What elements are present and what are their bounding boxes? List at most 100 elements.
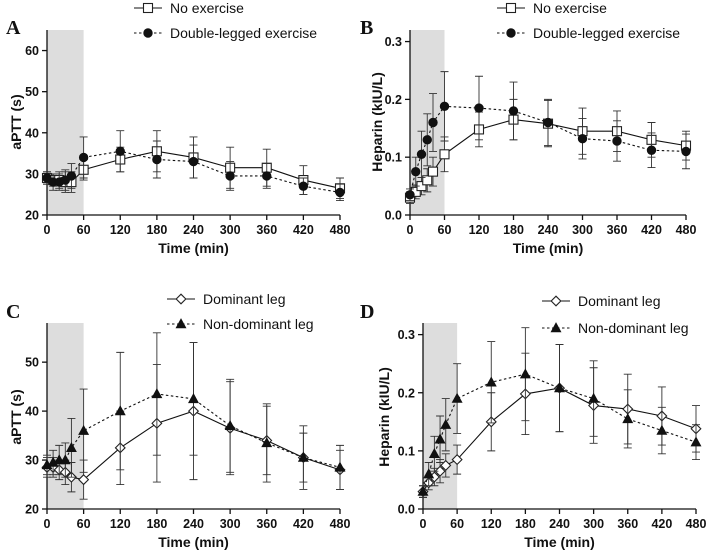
x-tick-label: 420 bbox=[293, 223, 314, 237]
data-point bbox=[451, 454, 463, 466]
data-point bbox=[151, 388, 163, 399]
data-point bbox=[440, 418, 452, 429]
legend-label: Non-dominant leg bbox=[203, 316, 314, 332]
series-non-dominant-leg bbox=[41, 332, 346, 490]
x-tick-label: 480 bbox=[330, 517, 351, 531]
data-point bbox=[335, 187, 345, 198]
x-tick-label: 180 bbox=[503, 223, 524, 237]
x-tick-label: 120 bbox=[110, 223, 131, 237]
panel-letter: B bbox=[360, 17, 373, 39]
data-point bbox=[440, 459, 452, 471]
x-tick-label: 420 bbox=[651, 517, 672, 531]
x-tick-label: 0 bbox=[44, 517, 51, 531]
x-tick-label: 0 bbox=[407, 223, 414, 237]
y-tick-label: 30 bbox=[25, 454, 39, 468]
legend-entry: No exercise bbox=[497, 0, 607, 16]
x-tick-label: 480 bbox=[330, 223, 351, 237]
data-point bbox=[59, 454, 71, 465]
data-point bbox=[622, 413, 634, 424]
data-point bbox=[417, 485, 429, 496]
y-tick-label: 60 bbox=[25, 44, 39, 58]
legend-label: Double-legged exercise bbox=[170, 25, 317, 41]
chart-panel-c: 0 60 120 180 240 300 360 420 480 20 30 40 50 Time (mi… bbox=[6, 291, 350, 550]
data-point bbox=[66, 171, 77, 181]
x-tick-label: 300 bbox=[220, 223, 241, 237]
legend-label: Non-dominant leg bbox=[578, 320, 689, 336]
chart-panel-a: 0 60 120 180 240 300 360 420 480 20 30 40 50 60 Time (… bbox=[6, 0, 350, 256]
data-point bbox=[188, 156, 199, 167]
data-point bbox=[411, 166, 421, 177]
x-tick-label: 300 bbox=[583, 517, 604, 531]
panel-letter: A bbox=[6, 17, 21, 39]
legend-entry: Double-legged exercise bbox=[134, 25, 317, 41]
data-point bbox=[423, 468, 435, 479]
legend-marker bbox=[175, 293, 187, 305]
data-point bbox=[681, 146, 691, 157]
x-tick-label: 300 bbox=[572, 223, 593, 237]
data-point bbox=[422, 175, 433, 186]
x-axis-title: Time (min) bbox=[158, 240, 229, 256]
y-tick-label: 0.1 bbox=[385, 151, 402, 165]
y-tick-label: 0.0 bbox=[385, 209, 402, 223]
data-point bbox=[188, 393, 199, 404]
y-tick-label: 0.2 bbox=[385, 93, 402, 107]
x-axis-title: Time (min) bbox=[513, 240, 584, 256]
y-axis-title: aPTT (s) bbox=[8, 389, 24, 444]
data-point bbox=[224, 419, 236, 430]
data-point bbox=[690, 436, 702, 447]
x-tick-label: 60 bbox=[450, 517, 464, 531]
data-point bbox=[656, 424, 668, 435]
x-tick-label: 360 bbox=[256, 223, 277, 237]
legend-marker bbox=[550, 322, 562, 333]
data-point bbox=[78, 424, 90, 435]
x-tick-label: 420 bbox=[641, 223, 662, 237]
y-tick-label: 0.3 bbox=[385, 35, 402, 49]
chart-panel-b: 0 60 120 180 240 300 360 420 480 0.0 0.1 0.2 0.3 Time… bbox=[360, 0, 696, 256]
x-tick-label: 480 bbox=[676, 223, 697, 237]
x-tick-label: 240 bbox=[183, 517, 204, 531]
chart-panel-d: 0 60 120 180 240 300 360 420 480 0.0 0.1 0.2 0.3 Time… bbox=[360, 293, 706, 550]
x-tick-label: 120 bbox=[469, 223, 490, 237]
legend-label: Dominant leg bbox=[578, 293, 661, 309]
x-axis-title: Time (min) bbox=[524, 534, 595, 550]
data-point bbox=[451, 392, 463, 403]
x-tick-label: 0 bbox=[44, 223, 51, 237]
data-point bbox=[422, 135, 432, 145]
data-point bbox=[474, 103, 484, 113]
legend-entry: Non-dominant leg bbox=[542, 320, 689, 336]
legend-entry: Dominant leg bbox=[167, 291, 286, 307]
x-tick-label: 120 bbox=[481, 517, 502, 531]
y-tick-label: 40 bbox=[25, 126, 39, 140]
y-tick-label: 0.2 bbox=[398, 386, 415, 400]
y-tick-label: 30 bbox=[25, 167, 39, 181]
x-tick-label: 360 bbox=[617, 517, 638, 531]
data-point bbox=[78, 152, 89, 163]
data-point bbox=[428, 447, 440, 458]
x-tick-label: 120 bbox=[110, 517, 131, 531]
x-tick-label: 240 bbox=[183, 223, 204, 237]
series-non-dominant-leg bbox=[417, 327, 702, 498]
data-point bbox=[439, 101, 450, 112]
x-tick-label: 180 bbox=[146, 517, 167, 531]
x-tick-label: 0 bbox=[420, 517, 427, 531]
data-point bbox=[646, 145, 657, 155]
panel-letter: D bbox=[360, 301, 374, 323]
legend-marker bbox=[550, 295, 562, 307]
legend-marker bbox=[142, 2, 154, 14]
data-point bbox=[298, 181, 309, 191]
legend-marker bbox=[143, 28, 153, 38]
data-point bbox=[519, 368, 531, 379]
legend-label: Double-legged exercise bbox=[533, 25, 680, 41]
x-tick-label: 480 bbox=[686, 517, 707, 531]
legend-entry: Non-dominant leg bbox=[167, 316, 314, 332]
data-point bbox=[115, 146, 125, 156]
y-tick-label: 20 bbox=[25, 209, 39, 223]
data-point bbox=[261, 437, 273, 448]
x-tick-label: 180 bbox=[515, 517, 536, 531]
data-point bbox=[65, 441, 77, 453]
data-point bbox=[577, 133, 588, 144]
x-tick-label: 420 bbox=[293, 517, 314, 531]
data-point bbox=[78, 474, 90, 486]
data-point bbox=[416, 149, 427, 159]
